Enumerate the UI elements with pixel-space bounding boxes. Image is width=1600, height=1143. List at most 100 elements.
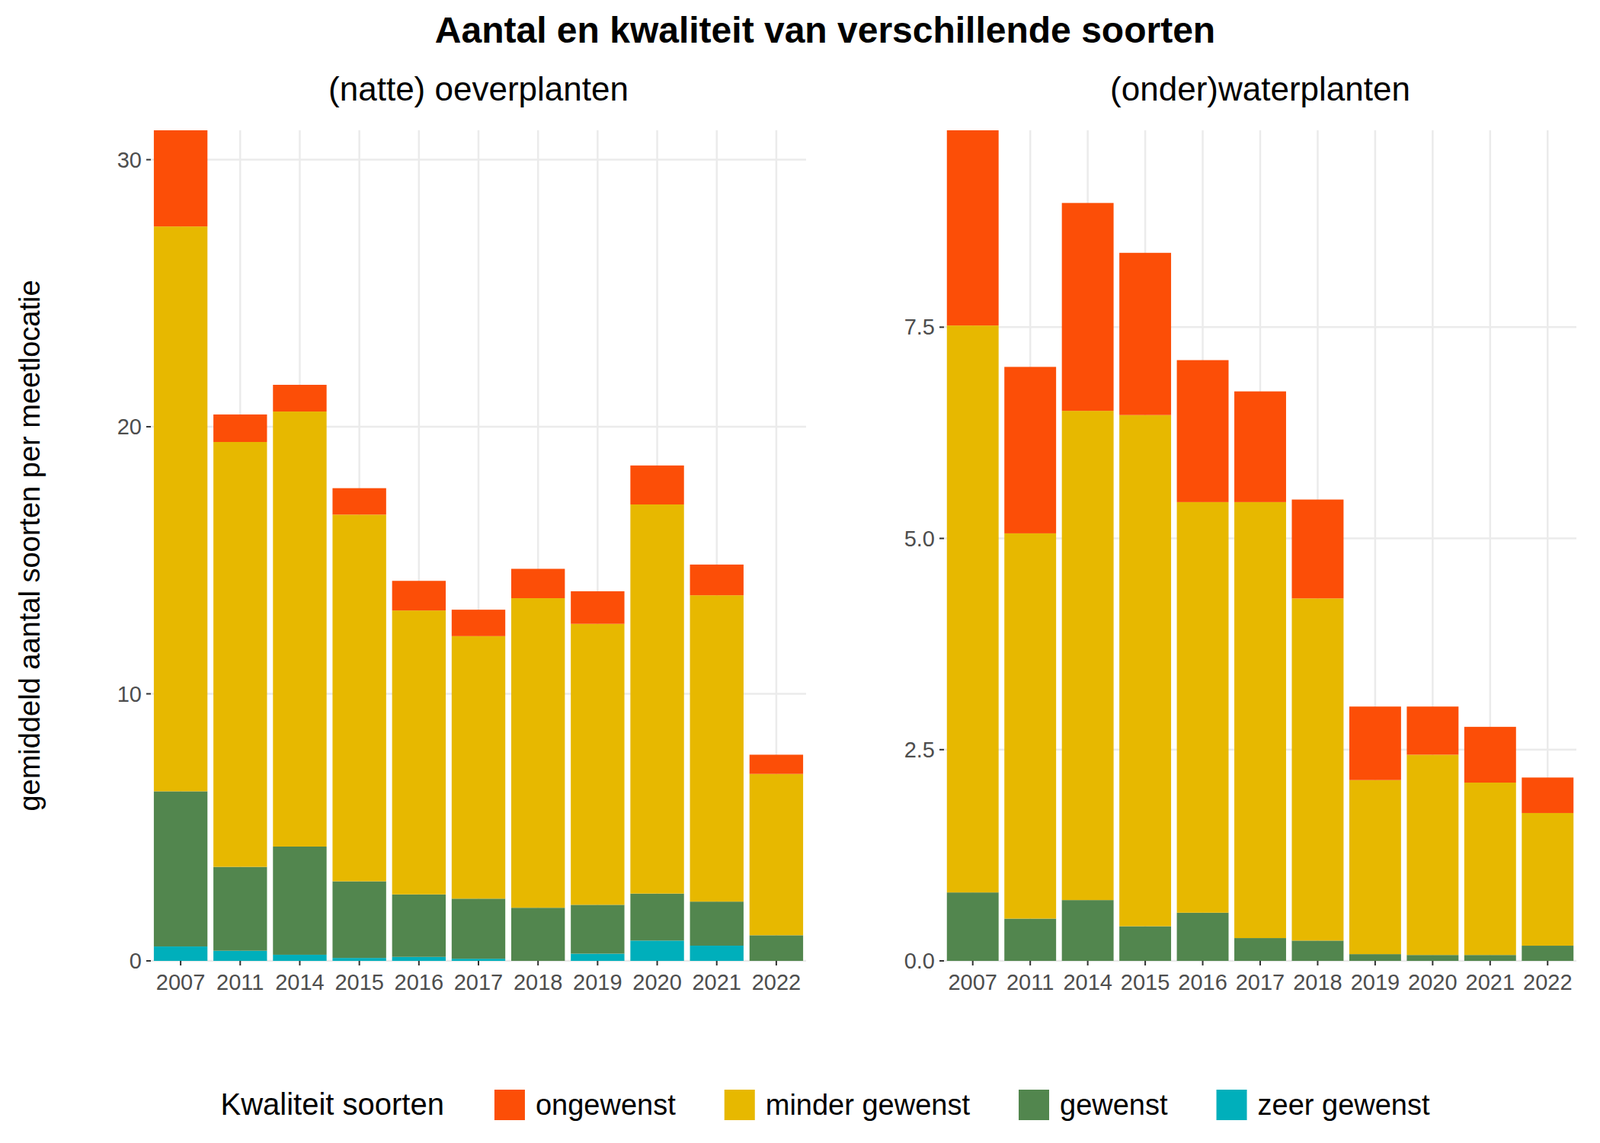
bar-segment: [1234, 937, 1287, 961]
bar-segment: [690, 564, 744, 596]
bar-segment: [1062, 202, 1114, 411]
legend-label: zeer gewenst: [1257, 1088, 1431, 1121]
y-tick-label: 10: [117, 681, 142, 707]
x-tick-label: 2011: [216, 969, 264, 995]
x-tick-label: 2014: [1062, 969, 1113, 995]
x-tick-label: 2017: [454, 969, 504, 995]
y-tick: [146, 425, 151, 428]
bar-segment: [213, 441, 267, 868]
bar-segment: [749, 774, 804, 936]
x-tick-label: 2019: [572, 969, 623, 995]
bar-segment: [690, 945, 744, 961]
x-tick-label: 2020: [632, 969, 682, 995]
bar-segment: [272, 384, 327, 412]
bar-segment: [1521, 945, 1574, 961]
bar-segment: [630, 940, 684, 961]
x-tick-label: 2016: [394, 969, 445, 995]
y-tick-label: 2.5: [904, 737, 935, 762]
legend-key: [1216, 1089, 1248, 1120]
legend-label: minder gewenst: [765, 1088, 971, 1121]
x-tick: [716, 960, 718, 966]
x-tick: [1144, 960, 1146, 966]
bar-segment: [451, 609, 506, 637]
bar-segment: [1406, 754, 1459, 955]
bar-segment: [1292, 499, 1344, 599]
bar-segment: [947, 892, 999, 961]
bar-segment: [1234, 502, 1287, 938]
bar-segment: [153, 130, 208, 227]
background: [0, 0, 1600, 1143]
x-tick: [1546, 960, 1549, 966]
bar-segment: [1004, 918, 1056, 961]
x-tick: [1316, 960, 1319, 966]
y-tick: [939, 960, 944, 962]
legend-title: Kwaliteit soorten: [220, 1087, 444, 1121]
bar-segment: [332, 488, 386, 516]
bar-segment: [392, 610, 446, 895]
bar-segment: [630, 465, 684, 505]
x-tick: [537, 960, 539, 966]
bar-segment: [1004, 533, 1056, 919]
x-tick-label: 2019: [1350, 969, 1401, 995]
x-tick-label: 2007: [156, 969, 206, 995]
bar-segment: [213, 867, 267, 951]
y-tick-label: 0: [129, 948, 142, 973]
bars: [153, 130, 804, 961]
bar-segment: [690, 595, 744, 902]
panel-title: (onder)waterplanten: [1110, 70, 1411, 108]
bar-segment: [1349, 953, 1402, 961]
panel: (natte) oeverplanten01020302007201120142…: [117, 70, 807, 995]
x-tick: [1029, 960, 1031, 966]
x-tick: [418, 960, 420, 966]
x-tick-label: 2020: [1408, 969, 1458, 995]
y-tick: [939, 537, 944, 540]
y-tick-label: 5.0: [904, 526, 935, 551]
bar-segment: [749, 754, 804, 774]
x-tick: [656, 960, 659, 966]
chart-root: Aantal en kwaliteit van verschillende so…: [0, 0, 1600, 1143]
x-tick: [1202, 960, 1204, 966]
x-tick: [358, 960, 361, 966]
x-tick-label: 2021: [1465, 969, 1516, 995]
bar-segment: [570, 953, 624, 961]
bar-segment: [570, 904, 624, 954]
legend-label: gewenst: [1059, 1088, 1168, 1121]
bar-segment: [947, 130, 999, 326]
bar-segment: [947, 325, 999, 893]
bar-segment: [511, 907, 565, 961]
x-tick-label: 2018: [513, 969, 564, 995]
x-tick: [1489, 960, 1492, 966]
y-tick: [939, 748, 944, 751]
bar-segment: [332, 514, 386, 881]
bar-segment: [213, 950, 267, 961]
bar-segment: [272, 846, 327, 955]
bar-segment: [153, 790, 208, 947]
bar-segment: [570, 624, 624, 906]
bar-segment: [1521, 812, 1574, 946]
x-tick-label: 2022: [752, 969, 802, 995]
bar-segment: [153, 226, 208, 791]
bar-segment: [1464, 782, 1517, 955]
x-tick: [239, 960, 241, 966]
panel: (onder)waterplanten0.02.55.07.5200720112…: [904, 70, 1577, 995]
y-tick-label: 20: [117, 414, 142, 439]
y-axis-label: gemiddeld aantal soorten per meetlocatie: [13, 279, 46, 811]
bar-segment: [451, 958, 506, 961]
bar-segment: [272, 411, 327, 847]
x-tick-label: 2015: [334, 969, 384, 995]
bars: [947, 130, 1574, 961]
bar-segment: [749, 934, 804, 961]
y-tick: [146, 159, 151, 161]
x-tick: [477, 960, 480, 966]
bar-segment: [1464, 726, 1517, 783]
bar-segment: [392, 580, 446, 611]
x-tick: [1431, 960, 1434, 966]
x-tick-label: 2022: [1523, 969, 1573, 995]
bar-segment: [272, 954, 327, 961]
bar-segment: [1234, 391, 1287, 503]
bar-segment: [1464, 954, 1517, 961]
bar-segment: [511, 568, 565, 599]
bar-segment: [1521, 777, 1574, 813]
x-tick-label: 2011: [1006, 969, 1054, 995]
y-tick-label: 30: [117, 147, 142, 173]
